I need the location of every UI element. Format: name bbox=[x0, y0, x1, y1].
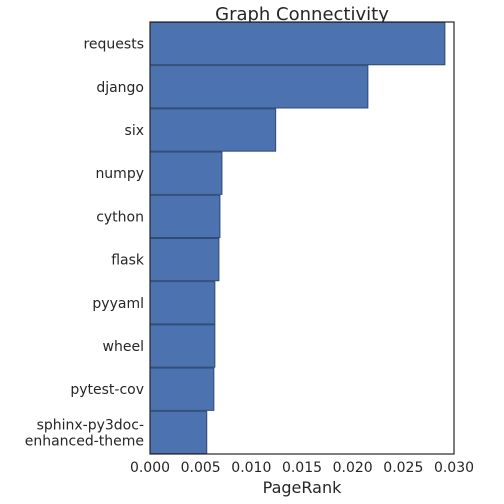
bar-numpy bbox=[149, 151, 223, 195]
bar-sphinx-py3doc-enhanced-theme bbox=[149, 410, 208, 455]
bar-django bbox=[149, 65, 369, 109]
category-label-numpy: numpy bbox=[95, 166, 144, 182]
bar-flask bbox=[149, 237, 220, 282]
bar-pytest-cov bbox=[149, 367, 215, 411]
category-label-six: six bbox=[125, 123, 144, 139]
category-label-wheel: wheel bbox=[103, 339, 144, 355]
bar-six bbox=[149, 108, 277, 152]
x-axis-label: PageRank bbox=[263, 478, 342, 497]
x-tick-label: 0.015 bbox=[282, 460, 322, 476]
x-tick-label: 0.030 bbox=[434, 460, 474, 476]
category-label-pyyaml: pyyaml bbox=[92, 296, 144, 312]
category-labels: requests django six numpy cython flask pyyaml w… bbox=[25, 37, 145, 450]
category-label-cython: cython bbox=[96, 209, 144, 225]
bars-group bbox=[149, 21, 446, 455]
bar-cython bbox=[149, 194, 221, 239]
x-tick-label: 0.025 bbox=[383, 460, 423, 476]
bar-requests bbox=[149, 21, 446, 66]
x-tick-label: 0.020 bbox=[333, 460, 373, 476]
category-label-flask: flask bbox=[111, 253, 145, 269]
chart-title: Graph Connectivity bbox=[215, 4, 389, 25]
bar-pyyaml bbox=[149, 281, 216, 325]
x-tick-label: 0.005 bbox=[181, 460, 221, 476]
category-label-pytest-cov: pytest-cov bbox=[70, 382, 144, 398]
category-label-django: django bbox=[96, 80, 144, 96]
bar-wheel bbox=[149, 324, 216, 368]
x-ticks: 0.000 0.005 0.010 0.015 0.020 0.025 0.030 bbox=[130, 460, 474, 476]
x-tick-label: 0.010 bbox=[231, 460, 271, 476]
x-tick-label: 0.000 bbox=[130, 460, 170, 476]
plot-frame bbox=[149, 21, 455, 455]
category-label-requests: requests bbox=[83, 37, 144, 53]
category-label-sphinx-py3doc-enhanced-theme: sphinx-py3doc-enhanced-theme bbox=[25, 417, 144, 449]
